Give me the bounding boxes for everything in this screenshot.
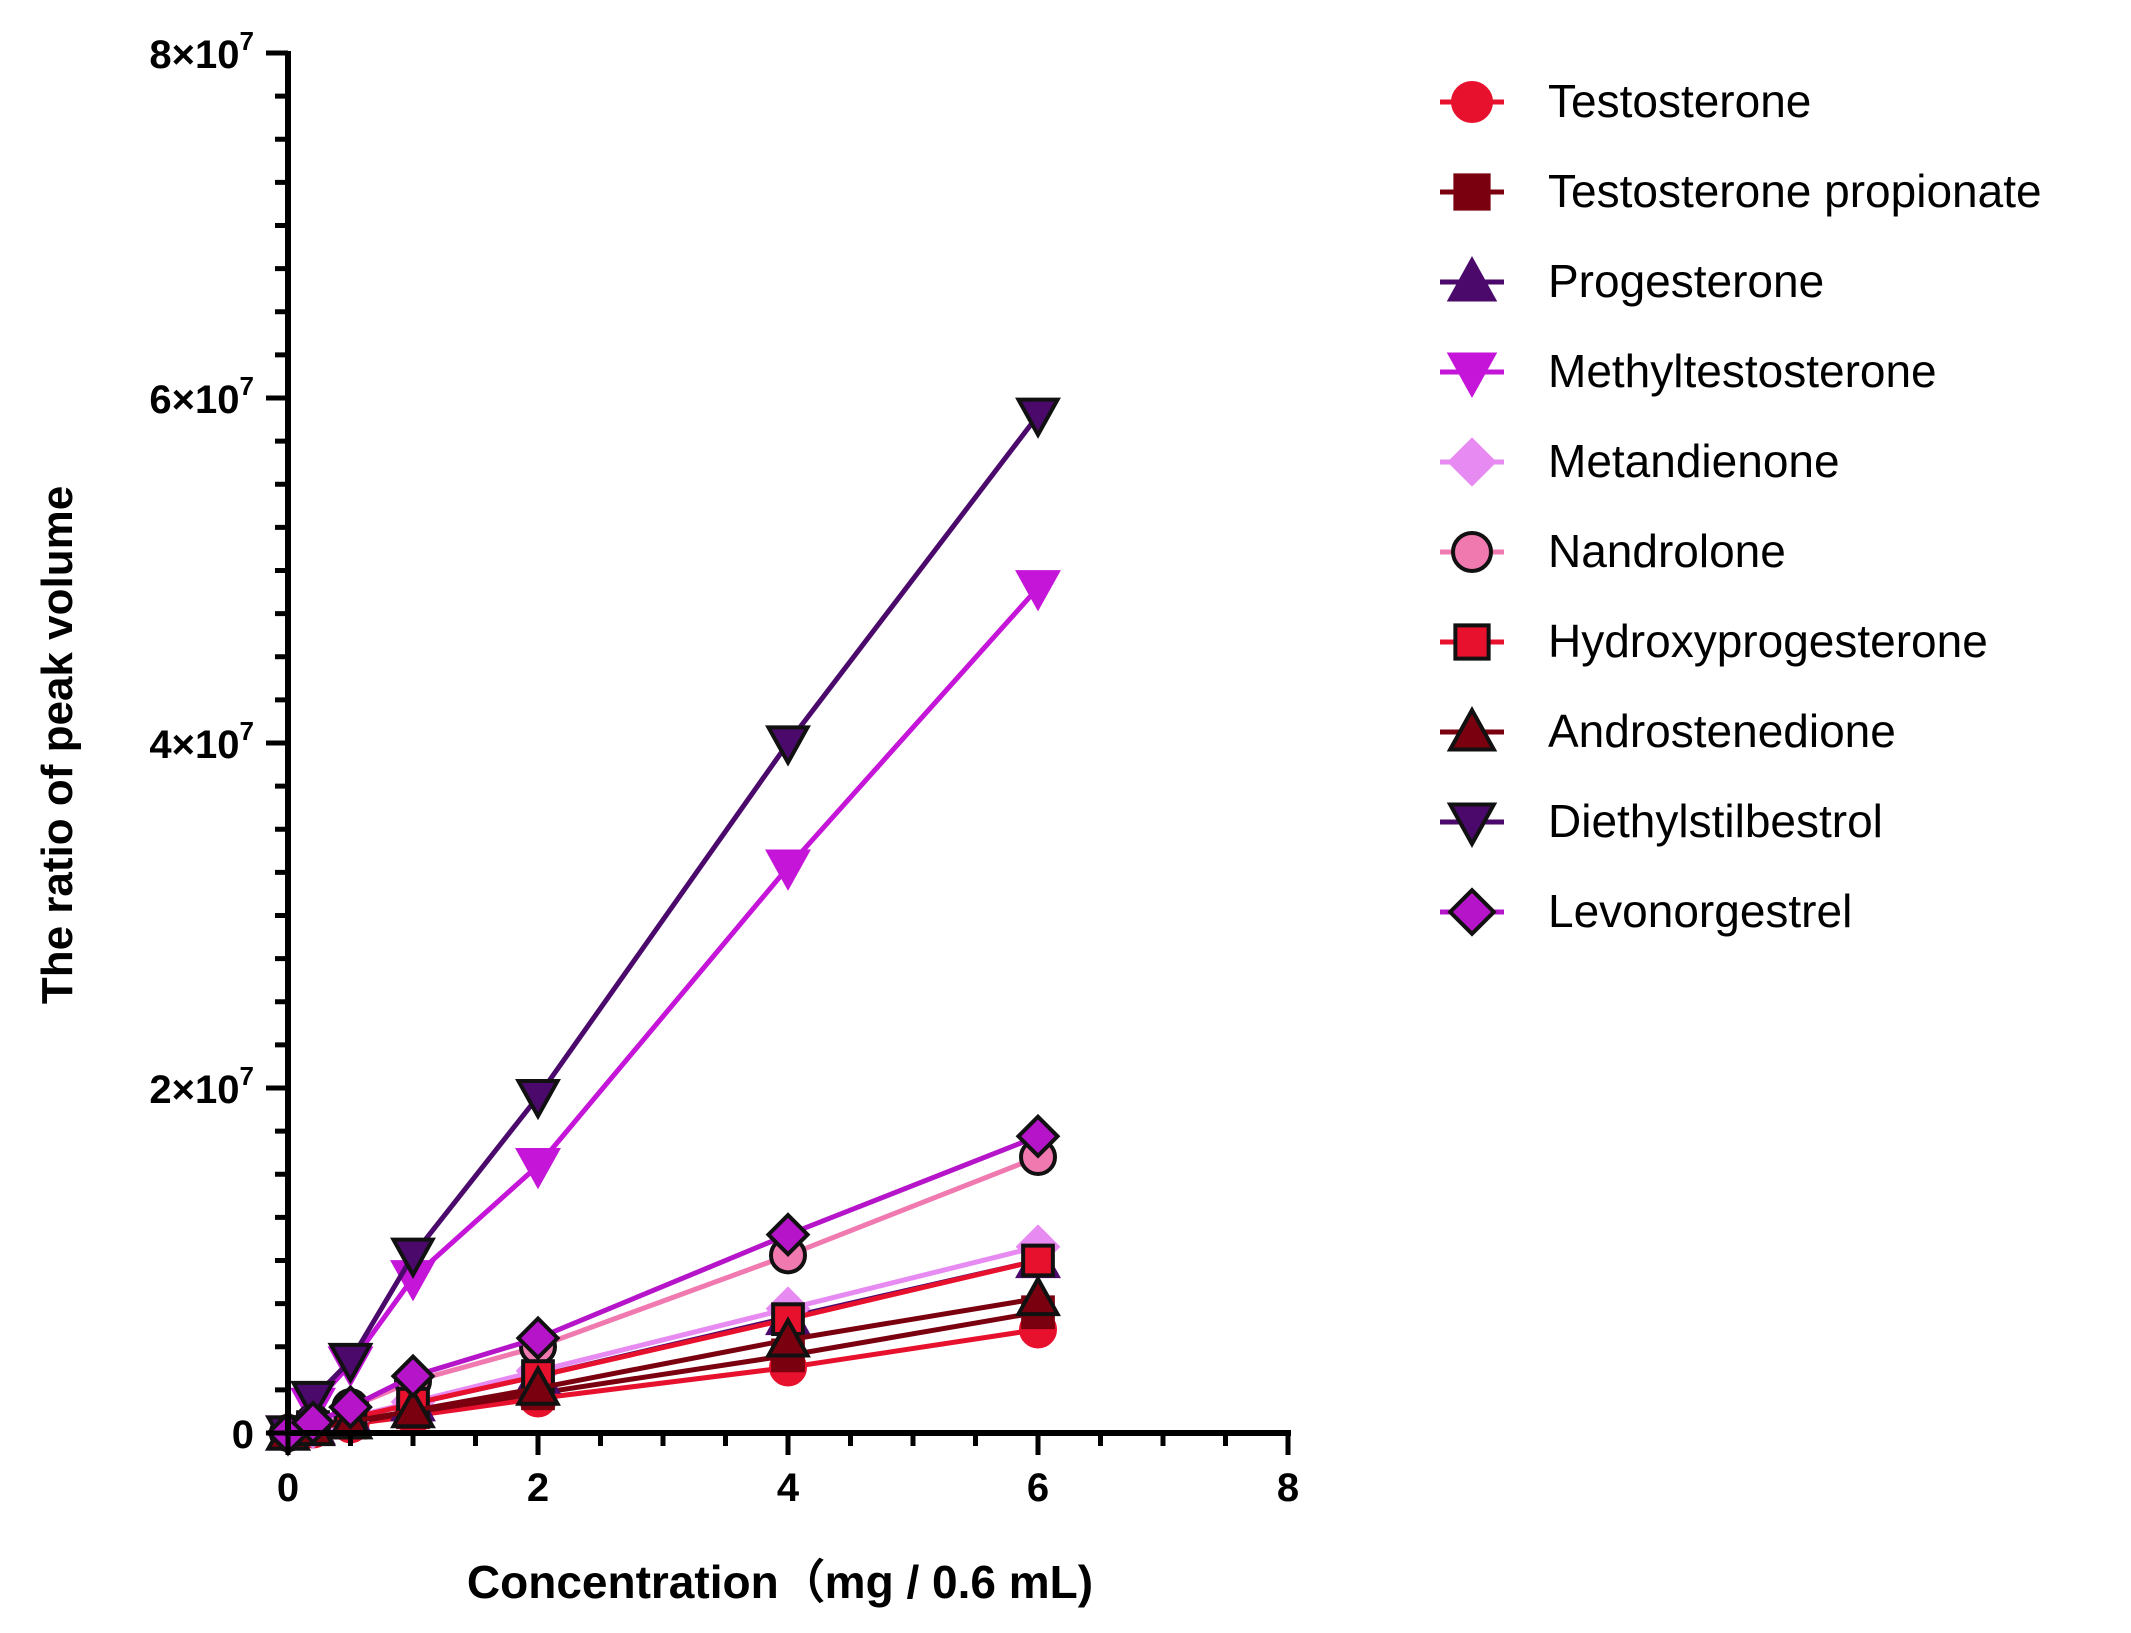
data-point [515,1078,561,1121]
legend-label: Methyltestosterone [1548,345,1937,397]
legend-marker [1451,531,1493,573]
data-point [765,725,811,767]
data-point [327,1342,374,1385]
legend-label: Metandienone [1548,435,1840,487]
series-diethylstilbestrol [265,397,1061,1457]
legend-item: Methyltestosterone [1440,345,1937,398]
legend-item: Testosterone propionate [1440,165,2042,217]
data-point [515,1147,561,1190]
x-tick-label: 2 [527,1466,549,1510]
axes: 0 2×107 4×107 6×107 8×107 0 2 4 6 8 [149,26,1299,1510]
legend-item: Testosterone [1440,75,1811,127]
legend-label: Testosterone [1548,75,1811,127]
series-androstenedione [265,1274,1061,1451]
x-axis-title: Concentration（mg / 0.6 mL) [467,1556,1093,1608]
y-tick-label: 8×107 [149,26,254,77]
legend-marker [1446,706,1498,752]
data-point [765,1316,811,1358]
legend-label: Diethylstilbestrol [1548,795,1883,847]
legend-item: Hydroxyprogesterone [1440,615,1988,667]
data-point [1021,1243,1055,1278]
legend-marker [1447,887,1497,937]
legend-label: Androstenedione [1548,705,1896,757]
legend-item: Progesterone [1440,255,1824,307]
x-tick-label: 6 [1027,1466,1049,1510]
legend-item: Levonorgestrel [1440,885,1852,937]
series-testosterone-propionate [271,1295,1055,1450]
y-tick-label: 0 [232,1413,254,1457]
legend-marker [1446,352,1498,398]
legend-marker [1446,256,1498,302]
legend-item: Nandrolone [1440,525,1786,577]
series-testosterone [269,1310,1057,1452]
data-point [515,1315,561,1361]
data-point [1015,570,1061,612]
data-point [390,1237,436,1279]
y-axis-title: The ratio of peak volume [33,486,82,1004]
legend-marker [1447,437,1497,487]
legend-label: Levonorgestrel [1548,885,1852,937]
x-tick-label: 4 [777,1466,800,1510]
legend-item: Diethylstilbestrol [1440,795,1883,848]
data-point [1015,1113,1061,1159]
data-point [765,1212,811,1258]
y-tick-label: 6×107 [149,371,254,422]
legend-label: Nandrolone [1548,525,1786,577]
legend-label: Progesterone [1548,255,1824,307]
data-point [515,1364,561,1406]
series-line [286,586,1040,1435]
series-methyltestosterone [265,570,1061,1457]
y-tick-label: 4×107 [149,716,254,767]
x-tick-label: 0 [277,1466,299,1510]
legend-label: Testosterone propionate [1548,165,2042,217]
legend-item: Androstenedione [1440,705,1896,757]
legend-item: Metandienone [1440,435,1840,487]
legend-marker [1453,623,1491,661]
legend-marker [1453,173,1491,211]
data-point [328,1384,373,1430]
series-line [285,413,1040,1435]
legend-label: Hydroxyprogesterone [1548,615,1988,667]
series-layer [265,397,1061,1457]
data-point [390,1386,436,1429]
data-point [765,849,811,891]
legend-marker [1446,802,1498,848]
data-point [1015,1274,1061,1317]
legend-marker [1451,81,1493,123]
legend: Testosterone Testosterone propionate Proge… [1440,75,2042,937]
data-point [390,1353,436,1399]
data-point [1015,397,1061,439]
x-tick-label: 8 [1277,1466,1299,1510]
y-tick-label: 2×107 [149,1061,254,1112]
